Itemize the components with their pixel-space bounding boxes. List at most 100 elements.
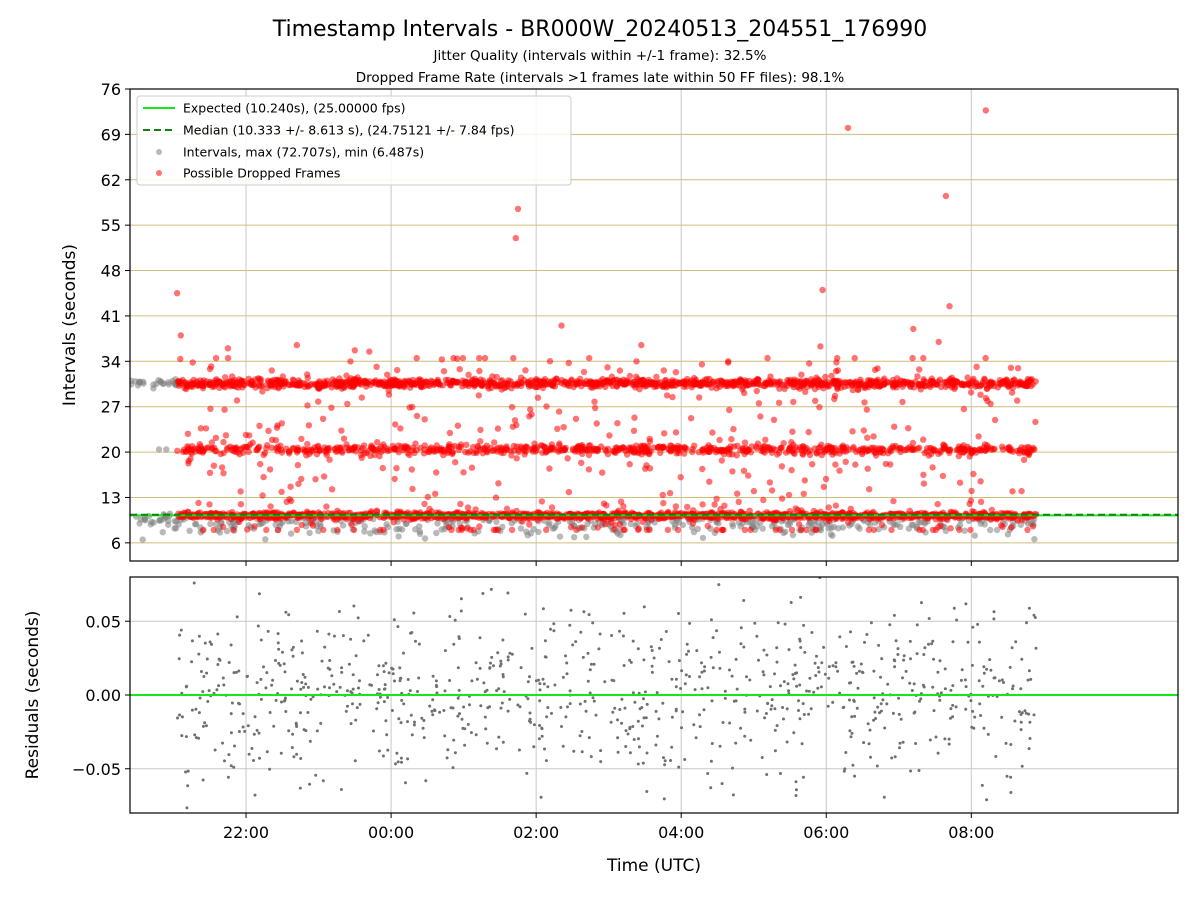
residual-point (526, 697, 530, 701)
residual-point (669, 759, 672, 762)
residual-point (879, 675, 882, 679)
residual-point (351, 702, 354, 706)
residual-point (414, 639, 417, 643)
dropped-point (636, 381, 643, 388)
residual-point (197, 711, 201, 715)
residual-point (1027, 606, 1031, 610)
dropped-point (807, 376, 815, 383)
residual-point (667, 660, 671, 664)
residual-point (335, 690, 339, 694)
residual-point (680, 726, 683, 730)
intervals-ytick-label-4: 34 (101, 352, 121, 371)
residual-point (499, 659, 503, 663)
residual-point (180, 734, 184, 738)
dropped-point (207, 405, 214, 412)
dropped-point (288, 497, 295, 505)
dropped-point (208, 363, 215, 370)
residual-point (257, 592, 261, 596)
interval-point (434, 520, 441, 527)
residual-point (568, 689, 572, 693)
dropped-point (870, 526, 878, 534)
dropped-point (452, 459, 459, 466)
residual-point (381, 754, 385, 758)
dropped-point (578, 459, 585, 466)
dropped-point (849, 382, 857, 389)
dropped-point (621, 380, 628, 387)
interval-point (583, 533, 590, 541)
dropped-point (1005, 383, 1012, 391)
residual-point (222, 683, 226, 687)
residual-point (382, 670, 386, 674)
intervals-x-ticks (245, 561, 972, 566)
dropped-point (373, 508, 381, 515)
residual-point (643, 690, 647, 694)
dropped-point (681, 450, 688, 457)
residual-point (626, 732, 630, 736)
residual-point (831, 700, 835, 704)
residual-point (356, 616, 360, 620)
dropped-point (720, 451, 728, 458)
interval-point (971, 532, 978, 539)
dropped-point (878, 521, 886, 529)
residual-point (366, 633, 370, 637)
dropped-point (346, 445, 354, 452)
dropped-point (946, 446, 954, 454)
residual-point (997, 679, 1001, 683)
residual-point (304, 729, 308, 733)
residual-point (546, 685, 550, 689)
residual-point (290, 687, 293, 691)
interval-point (139, 536, 146, 543)
residual-point (506, 709, 510, 713)
dropped-point (890, 497, 897, 505)
dropped-point (651, 380, 658, 388)
residual-point (295, 752, 299, 756)
dropped-point (555, 448, 562, 455)
residual-point (810, 631, 814, 634)
residual-point (501, 675, 505, 679)
dropped-point (548, 504, 556, 511)
residual-point (510, 652, 514, 656)
residual-point (179, 628, 183, 632)
residual-point (410, 733, 414, 737)
residual-point (650, 670, 654, 674)
residual-point (246, 724, 250, 728)
dropped-point (379, 464, 386, 472)
dropped-point (1018, 516, 1026, 524)
residual-point (898, 746, 901, 750)
interval-point (192, 520, 200, 528)
residual-point (813, 661, 817, 665)
dropped-point (328, 486, 336, 493)
residual-point (400, 691, 404, 695)
residual-point (620, 721, 624, 725)
dropped-point (476, 367, 483, 375)
residual-point (190, 660, 194, 664)
residual-point (354, 654, 358, 658)
dropped-point (689, 520, 697, 527)
residual-point (390, 709, 394, 712)
dropped-point (249, 439, 256, 446)
residual-point (851, 763, 855, 767)
residual-point (645, 790, 649, 793)
dropped-point (446, 441, 453, 448)
dropped-outlier-12 (910, 325, 917, 333)
residual-point (793, 671, 797, 675)
interval-point (433, 529, 440, 537)
dropped-point (364, 447, 372, 454)
residual-point (354, 718, 358, 722)
dropped-point (800, 490, 807, 497)
dropped-point (672, 503, 680, 510)
residual-point (791, 673, 795, 677)
residual-point (314, 773, 318, 777)
residual-point (943, 687, 947, 691)
dropped-point (175, 382, 183, 389)
residual-point (827, 665, 831, 669)
dropped-point (494, 526, 502, 534)
dropped-point (476, 523, 483, 530)
residual-point (947, 737, 951, 741)
dropped-point (197, 425, 204, 432)
dropped-point (332, 517, 339, 524)
dropped-point (659, 491, 666, 499)
dropped-point (524, 379, 532, 386)
residual-point (931, 639, 935, 643)
dropped-point (684, 503, 691, 511)
